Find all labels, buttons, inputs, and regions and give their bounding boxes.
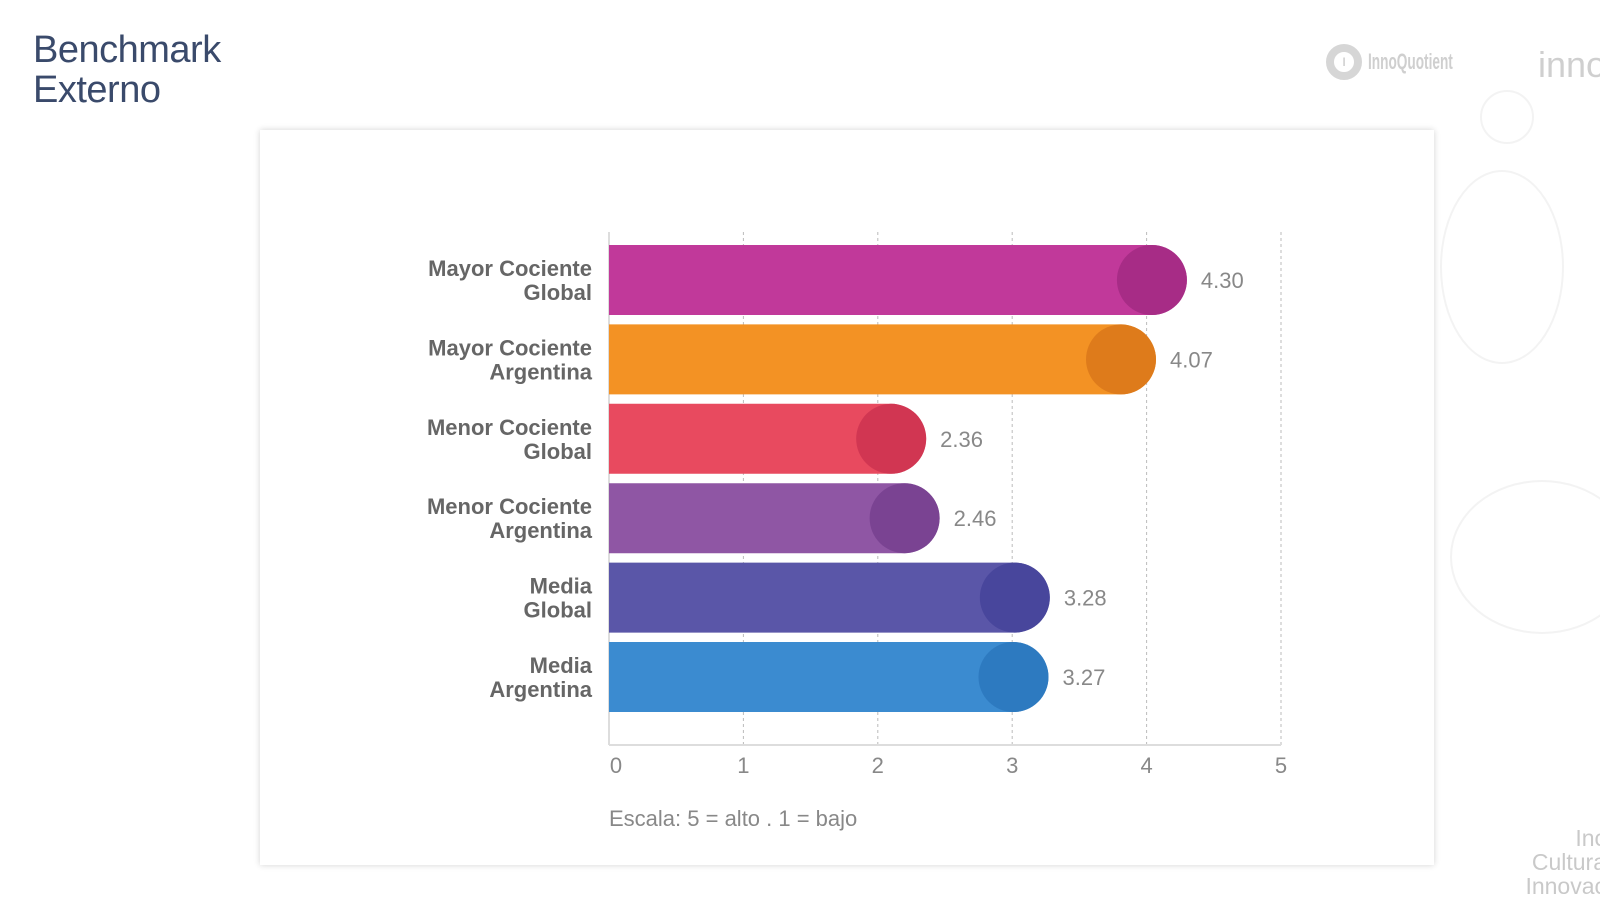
category-label: Menor Cociente (427, 494, 592, 519)
logo-ring-icon: I (1326, 44, 1362, 80)
category-label: Argentina (489, 359, 592, 384)
inno-logo: inno (1538, 44, 1600, 85)
x-tick-label: 4 (1140, 753, 1152, 778)
bar-value-label: 4.30 (1201, 268, 1244, 293)
title-line: Benchmark (33, 29, 221, 71)
tagline-line: Innovac (1525, 873, 1600, 899)
x-tick-label: 1 (737, 753, 749, 778)
bar-value-label: 3.28 (1064, 586, 1107, 611)
bar-value-label: 4.07 (1170, 347, 1213, 372)
title-line: Externo (33, 69, 161, 111)
category-label: Global (524, 280, 592, 305)
slide-title: Benchmark Externo (33, 30, 221, 110)
tagline-line: Inc (1575, 825, 1600, 851)
x-tick-label: 5 (1275, 753, 1287, 778)
bar (609, 562, 1050, 633)
category-label: Argentina (489, 518, 592, 543)
bar (609, 483, 940, 554)
x-tick-label: 3 (1006, 753, 1018, 778)
category-label: Global (524, 439, 592, 464)
bar-value-label: 2.36 (940, 427, 983, 452)
category-label: Menor Cociente (427, 415, 592, 440)
bar-end-cap (978, 642, 1049, 712)
bar (609, 403, 927, 474)
category-label: Media (530, 653, 593, 678)
bar (609, 642, 1049, 712)
bar-end-cap (1116, 245, 1187, 315)
logo-text: InnoQuotient (1368, 49, 1453, 74)
scale-caption: Escala: 5 = alto . 1 = bajo (609, 806, 857, 831)
bar (609, 245, 1187, 315)
bar-value-label: 2.46 (954, 506, 997, 531)
category-label: Global (524, 598, 592, 623)
tagline: Inc Cultura Innovac (1525, 826, 1600, 898)
category-label: Argentina (489, 677, 592, 702)
category-label: Media (530, 574, 593, 599)
category-label: Mayor Cociente (428, 335, 592, 360)
innoquotient-logo: I InnoQuotient (1326, 44, 1505, 80)
bar-end-cap (856, 403, 927, 474)
background-decoration (1440, 170, 1564, 364)
bar-value-label: 3.27 (1062, 665, 1105, 690)
category-label: Mayor Cociente (428, 256, 592, 281)
background-decoration (1480, 90, 1534, 144)
bar-end-cap (869, 483, 940, 554)
bar-end-cap (979, 562, 1050, 633)
bar (609, 324, 1157, 395)
x-tick-label: 0 (610, 753, 622, 778)
x-tick-label: 2 (872, 753, 884, 778)
bar-end-cap (1086, 324, 1157, 395)
tagline-line: Cultura (1531, 849, 1600, 875)
